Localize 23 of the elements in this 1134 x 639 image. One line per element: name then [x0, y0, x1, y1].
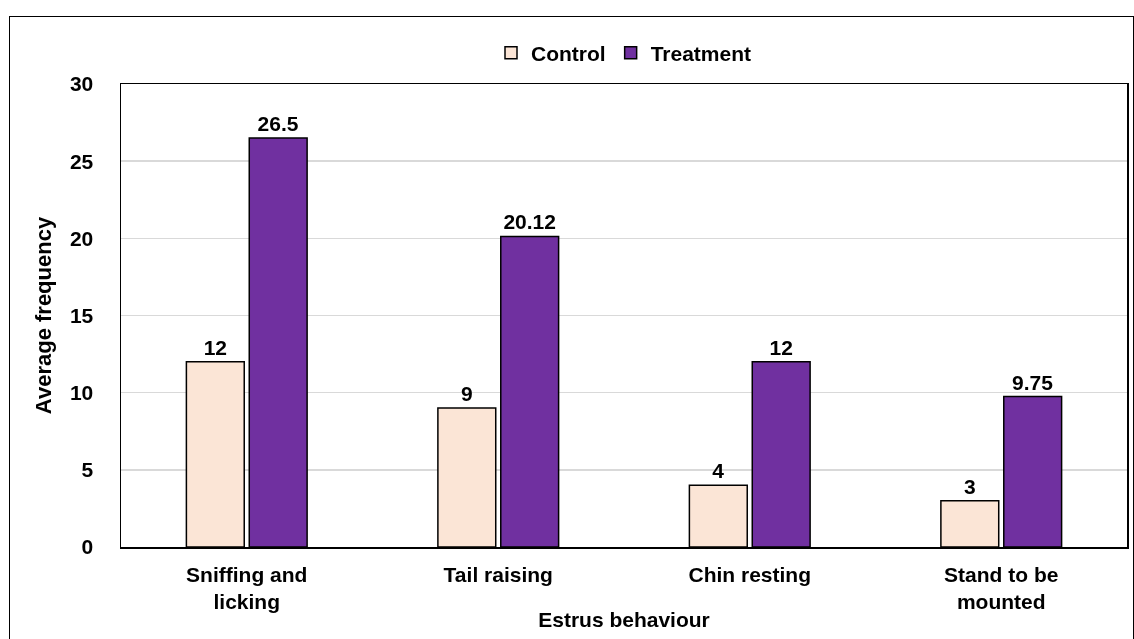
y-tick-label: 15	[69, 303, 94, 327]
x-axis-title: Estrus behaviour	[538, 607, 710, 631]
x-tick-label: Sniffing and licking	[186, 562, 308, 613]
data-label: 4	[712, 459, 725, 483]
y-tick-label: 30	[69, 72, 94, 96]
data-label: 3	[963, 474, 976, 498]
x-tick-label: Tail raising	[443, 562, 553, 586]
legend-label: Control	[531, 41, 606, 65]
y-tick-label: 10	[69, 381, 94, 405]
data-label: 20.12	[503, 210, 556, 234]
x-tick-label: Stand to be mounted	[944, 562, 1059, 613]
data-label: 9	[460, 382, 473, 406]
y-tick-label: 25	[69, 149, 94, 173]
data-label: 26.5	[257, 112, 299, 136]
data-label: 12	[203, 335, 227, 359]
data-label: 9.75	[1012, 370, 1054, 394]
data-label: 12	[769, 335, 793, 359]
y-tick-label: 0	[81, 535, 94, 559]
y-tick-label: 5	[81, 458, 94, 482]
y-axis-title: Average frequency	[30, 216, 56, 415]
y-tick-label: 20	[69, 226, 94, 250]
legend-label: Treatment	[650, 41, 752, 65]
x-tick-label: Chin resting	[688, 562, 812, 586]
